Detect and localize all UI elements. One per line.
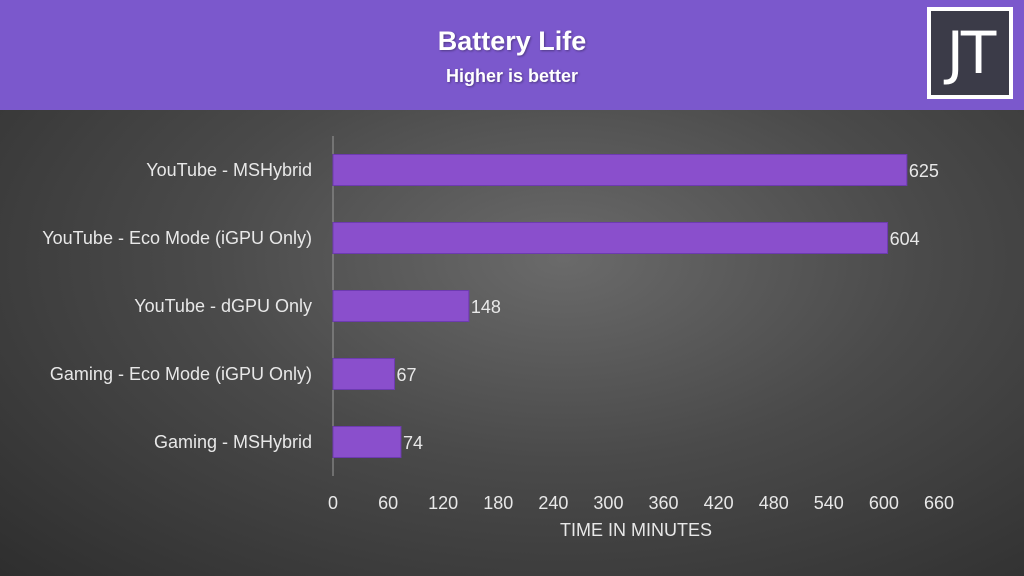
category-label: Gaming - MSHybrid (154, 432, 312, 452)
data-label: 604 (890, 229, 920, 249)
x-axis-label: TIME IN MINUTES (560, 520, 712, 540)
chart-title: Battery Life (437, 26, 587, 56)
x-tick-label: 240 (538, 493, 568, 513)
x-tick-label: 480 (759, 493, 789, 513)
category-label: Gaming - Eco Mode (iGPU Only) (50, 364, 312, 384)
jt-logo: JT (927, 7, 1013, 99)
x-tick-label: 120 (428, 493, 458, 513)
x-tick-label: 360 (649, 493, 679, 513)
data-label: 67 (397, 365, 417, 385)
data-label: 74 (403, 433, 423, 453)
x-tick-label: 420 (704, 493, 734, 513)
x-tick-label: 300 (593, 493, 623, 513)
logo-text: JT (946, 19, 997, 87)
x-tick-label: 180 (483, 493, 513, 513)
x-tick-label: 0 (328, 493, 338, 513)
header-banner: Battery Life Higher is better JT (0, 0, 1024, 110)
x-tick-label: 60 (378, 493, 398, 513)
bar (332, 426, 402, 458)
bar (332, 222, 889, 254)
bar (332, 154, 908, 186)
bar (332, 290, 470, 322)
chart-subtitle: Higher is better (445, 66, 579, 86)
category-label: YouTube - MSHybrid (146, 160, 312, 180)
category-label: YouTube - dGPU Only (134, 296, 312, 316)
data-label: 148 (471, 297, 501, 317)
data-label: 625 (909, 161, 939, 181)
x-tick-label: 660 (924, 493, 954, 513)
category-label: YouTube - Eco Mode (iGPU Only) (42, 228, 312, 248)
x-tick-label: 600 (869, 493, 899, 513)
bar (332, 358, 396, 390)
x-tick-label: 540 (814, 493, 844, 513)
